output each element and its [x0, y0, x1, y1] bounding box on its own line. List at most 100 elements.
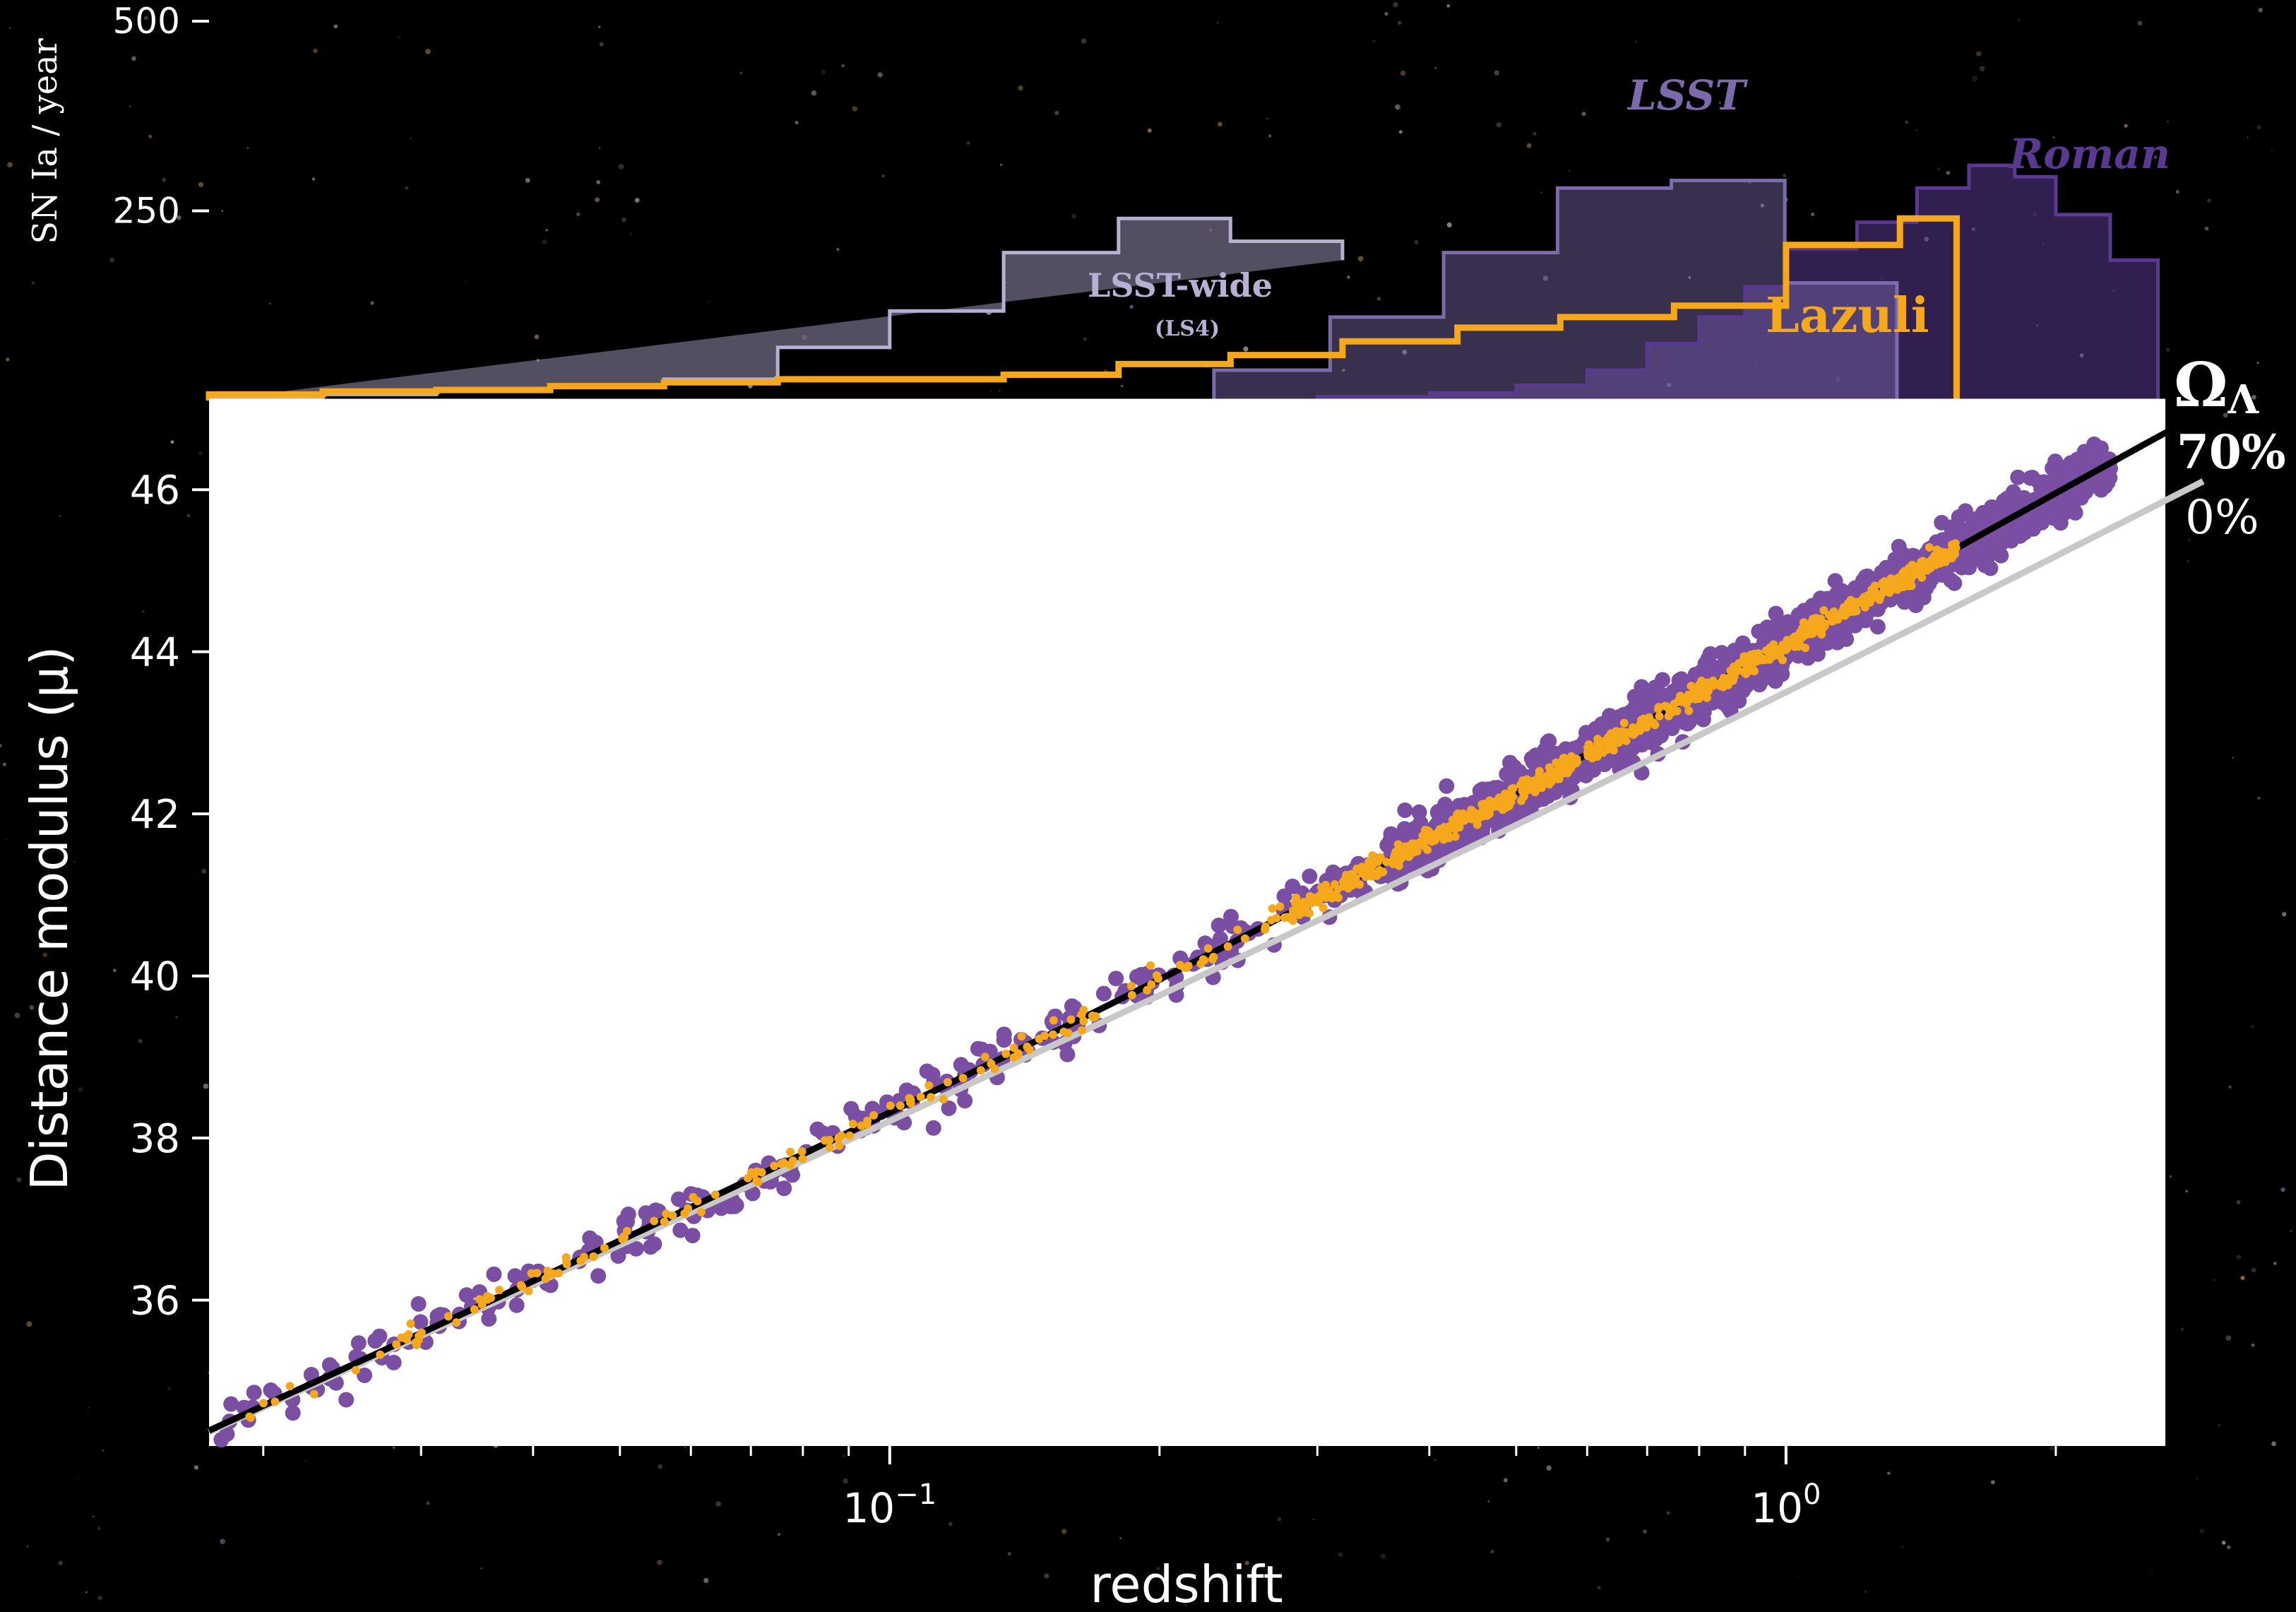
lazuli-data-point [1951, 539, 1960, 548]
sn-data-point [410, 1296, 427, 1312]
background-star [821, 69, 826, 75]
sn-data-point [2094, 476, 2110, 492]
background-star [1533, 132, 1537, 136]
background-star [597, 25, 601, 28]
sn-data-point [776, 1180, 792, 1197]
background-star [1905, 120, 1908, 124]
background-star [2256, 125, 2261, 130]
lazuli-data-point [1636, 725, 1644, 735]
lazuli-data-point [1182, 963, 1191, 972]
lazuli-data-point [1878, 579, 1887, 588]
lazuli-data-point [770, 1161, 779, 1171]
background-star [1537, 1447, 1540, 1450]
hist-fill-lsst-wide [209, 218, 1343, 401]
lazuli-data-point [1299, 908, 1309, 917]
sn-data-point [2010, 469, 2026, 485]
lazuli-data-point [834, 1134, 843, 1143]
sn-data-point [213, 1432, 230, 1448]
background-star [198, 451, 203, 456]
background-star [93, 1515, 95, 1518]
background-star [621, 217, 626, 223]
lazuli-data-point [1319, 903, 1328, 913]
sn-data-point [809, 1121, 826, 1137]
lazuli-data-point [411, 1338, 420, 1347]
background-star [370, 301, 374, 305]
sn-data-point [1908, 598, 1924, 613]
lazuli-data-point [1391, 847, 1400, 856]
background-star [333, 24, 338, 29]
lazuli-data-point [1794, 634, 1803, 643]
background-star [143, 16, 148, 20]
lazuli-data-point [1812, 614, 1821, 622]
sn-data-point [1751, 677, 1768, 693]
background-star [1446, 4, 1451, 8]
lazuli-data-point [786, 1147, 795, 1156]
sn-data-point [684, 1228, 701, 1244]
lazuli-data-point [1566, 764, 1575, 774]
legend-roman: Roman [2008, 130, 2170, 178]
lazuli-data-point [1509, 784, 1518, 793]
lazuli-data-point [1557, 758, 1566, 767]
sn-data-point [843, 1101, 859, 1117]
lazuli-data-point [1314, 898, 1324, 907]
lazuli-data-point [1291, 898, 1300, 907]
lazuli-data-point [475, 1295, 484, 1304]
lazuli-data-point [785, 1161, 795, 1170]
lazuli-data-point [1819, 606, 1828, 615]
lazuli-data-point [1809, 622, 1818, 631]
lazuli-data-point [1355, 880, 1364, 889]
background-star [843, 1478, 848, 1484]
lazuli-data-point [1209, 952, 1218, 961]
background-star [990, 391, 992, 393]
background-star [596, 180, 600, 184]
lazuli-data-point [863, 1116, 872, 1125]
background-star [2207, 198, 2211, 203]
hist-line-lsst [1212, 179, 2127, 403]
background-star [598, 147, 601, 150]
background-star [545, 229, 549, 232]
background-star [708, 300, 710, 302]
sn-data-point [1644, 728, 1660, 744]
lazuli-data-point [1365, 870, 1374, 879]
sn-data-point [671, 1191, 686, 1207]
lazuli-data-point [1660, 701, 1670, 711]
sn-data-point [1946, 575, 1963, 591]
lazuli-data-point [1795, 642, 1803, 651]
sn-data-point [713, 1200, 730, 1216]
lazuli-data-point [1240, 934, 1249, 943]
sn-data-point [2073, 490, 2089, 506]
background-star [2271, 1441, 2277, 1447]
lazuli-data-point [619, 1232, 629, 1241]
hist-fill-roman [1159, 165, 2158, 401]
background-star [1147, 128, 1152, 133]
background-star [1979, 66, 1985, 72]
background-star [109, 257, 115, 263]
lazuli-data-point [1423, 846, 1432, 854]
lazuli-data-point [1288, 911, 1297, 920]
background-star [2218, 1423, 2221, 1427]
background-star [2185, 1190, 2189, 1193]
background-star [14, 1012, 20, 1019]
lazuli-data-point [927, 1093, 935, 1102]
background-star [167, 1386, 172, 1391]
background-star [715, 1501, 721, 1507]
background-star [1209, 229, 1212, 232]
background-star [198, 182, 204, 187]
sn-data-point [2012, 528, 2028, 544]
lazuli-data-point [1545, 763, 1554, 772]
background-star [877, 72, 883, 78]
background-star [142, 610, 145, 613]
background-star [1887, 1471, 1891, 1475]
sn-data-point [350, 1335, 367, 1351]
sn-data-point [2067, 504, 2083, 521]
lazuli-data-point [1261, 925, 1270, 934]
lazuli-data-point [1200, 956, 1209, 965]
background-star [29, 1004, 35, 1010]
sn-data-point [2088, 450, 2104, 466]
background-star [88, 1406, 90, 1409]
lazuli-data-point [524, 1286, 533, 1296]
background-star [2124, 124, 2128, 128]
background-star [2165, 348, 2170, 352]
lazuli-data-point [1739, 658, 1749, 668]
lazuli-data-point [1382, 858, 1391, 867]
